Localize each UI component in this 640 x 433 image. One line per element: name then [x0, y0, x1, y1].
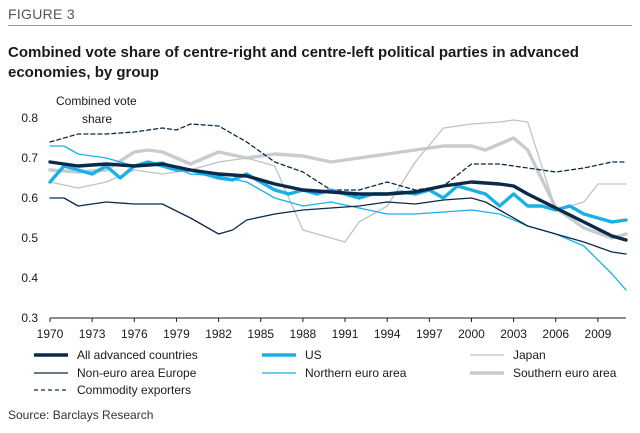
x-tick-label: 1988	[290, 327, 317, 341]
y-axis-label-line-2: share	[82, 112, 112, 126]
series-layer	[48, 119, 628, 291]
x-tick-label: 1985	[247, 327, 274, 341]
y-axis: 0.3 0.4 0.5 0.6 0.7 0.8	[21, 111, 38, 325]
series-line-non-euro-area-europe	[49, 197, 627, 255]
x-tick-label: 1979	[163, 327, 190, 341]
series-line-northern-euro-area	[49, 145, 627, 291]
chart-title: Combined vote share of centre-right and …	[8, 43, 618, 83]
x-tick-label: 1976	[121, 327, 148, 341]
figure-label: FIGURE 3	[8, 6, 75, 22]
series-line-commodity-exporters	[49, 123, 627, 191]
y-axis-label-line-1: Combined vote	[56, 94, 137, 108]
x-tick-label: 1982	[205, 327, 232, 341]
y-tick-label: 0.4	[21, 271, 38, 285]
source-note: Source: Barclays Research	[8, 408, 154, 422]
legend-label-all-advanced-countries: All advanced countries	[77, 348, 198, 362]
header-rule	[8, 25, 632, 26]
legend-label-commodity-exporters: Commodity exporters	[77, 383, 191, 397]
legend-label-japan: Japan	[513, 348, 546, 362]
legend-label-northern-euro-area: Northern euro area	[305, 366, 407, 380]
legend-label-non-euro-area-europe: Non-euro area Europe	[77, 366, 197, 380]
x-tick-label: 2000	[458, 327, 485, 341]
x-axis: 1970 1973 1976 1979 1982 1985 1988 1991 1994 1997…	[37, 317, 626, 341]
series-line-southern-euro-area	[48, 136, 628, 240]
y-tick-label: 0.5	[21, 231, 38, 245]
x-tick-label: 1997	[416, 327, 443, 341]
legend: All advanced countries US Japan Non-euro ar…	[34, 348, 617, 397]
series-line-japan	[49, 119, 627, 243]
x-tick-label: 2003	[500, 327, 527, 341]
y-tick-label: 0.6	[21, 191, 38, 205]
x-tick-label: 1973	[79, 327, 106, 341]
x-tick-label: 1991	[332, 327, 359, 341]
x-tick-label: 2009	[585, 327, 612, 341]
chart-title-line-2: economies, by group	[8, 64, 159, 81]
legend-label-us: US	[305, 348, 322, 362]
x-tick-label: 1994	[374, 327, 401, 341]
x-tick-label: 2006	[542, 327, 569, 341]
y-tick-label: 0.3	[21, 311, 38, 325]
chart-title-line-1: Combined vote share of centre-right and …	[8, 44, 579, 61]
y-tick-label: 0.8	[21, 111, 38, 125]
x-tick-label: 1970	[37, 327, 64, 341]
y-tick-label: 0.7	[21, 151, 38, 165]
series-line-all-advanced-countries	[48, 160, 628, 242]
legend-label-southern-euro-area: Southern euro area	[513, 366, 617, 380]
